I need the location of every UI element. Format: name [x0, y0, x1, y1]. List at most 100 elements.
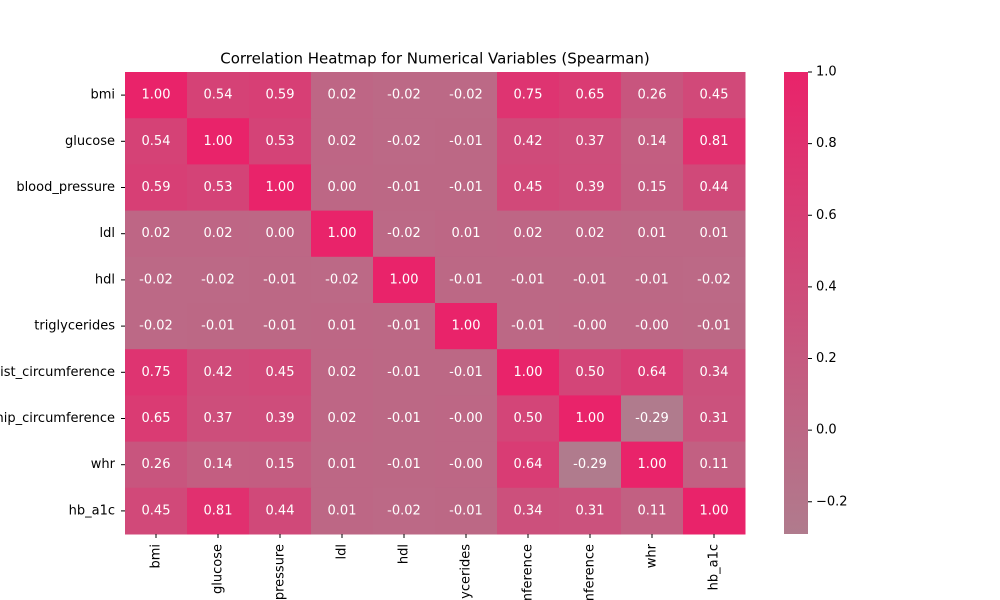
- heatmap-cell: [559, 349, 622, 396]
- cell-label: 0.59: [142, 180, 171, 195]
- heatmap-cell: [621, 441, 684, 489]
- heatmap-cell: [621, 256, 684, 304]
- heatmap-cell: [621, 164, 684, 212]
- cell-label: 0.45: [514, 180, 543, 195]
- cell-label: 0.02: [576, 226, 605, 241]
- heatmap-cell: [373, 395, 436, 443]
- y-tick-label: ldl: [100, 226, 115, 241]
- cell-label: 0.26: [142, 457, 171, 472]
- heatmap-cell: [125, 441, 188, 489]
- heatmap-cell: [311, 72, 374, 119]
- heatmap-cell: [187, 210, 250, 258]
- y-tick-label: glucose: [65, 134, 115, 149]
- heatmap-cell: [497, 395, 560, 443]
- heatmap-cell: [311, 164, 374, 212]
- heatmap-cell: [683, 72, 746, 119]
- cell-label: 0.42: [514, 134, 543, 149]
- heatmap-cell: [125, 487, 188, 535]
- cell-label: -0.01: [635, 272, 669, 287]
- cell-label: 1.00: [142, 88, 171, 103]
- cell-label: -0.01: [697, 319, 731, 334]
- cell-label: 0.34: [700, 365, 729, 380]
- colorbar-tick-label: −0.2: [816, 494, 848, 509]
- heatmap-cell: [559, 487, 622, 535]
- cell-label: 0.50: [514, 411, 543, 426]
- heatmap-cell: [249, 395, 312, 443]
- heatmap-cell: [249, 72, 312, 119]
- heatmap-cell: [373, 118, 436, 165]
- heatmap-cell: [683, 441, 746, 489]
- heatmap-cell: [435, 256, 498, 304]
- y-tick-label: blood_pressure: [16, 180, 115, 195]
- heatmap-cell: [559, 118, 622, 165]
- y-tick-label: triglycerides: [34, 319, 115, 334]
- heatmap-cell: [497, 487, 560, 535]
- cell-label: 0.64: [514, 457, 543, 472]
- heatmap-cell: [311, 118, 374, 165]
- cell-label: 0.75: [142, 365, 171, 380]
- heatmap-cell: [249, 210, 312, 258]
- heatmap-cell: [187, 72, 250, 119]
- heatmap-cell: [187, 118, 250, 165]
- heatmap-cell: [249, 349, 312, 396]
- heatmap-cell: [435, 210, 498, 258]
- x-tick-label: hdl: [397, 544, 412, 564]
- cell-label: 0.02: [328, 134, 357, 149]
- heatmap-cell: [311, 210, 374, 258]
- colorbar-tick-label: 0.0: [816, 423, 837, 438]
- cell-label: -0.02: [325, 272, 359, 287]
- cell-label: -0.29: [573, 457, 607, 472]
- heatmap-cell: [249, 303, 312, 350]
- heatmap-cell: [559, 441, 622, 489]
- heatmap-cell: [497, 256, 560, 304]
- cell-label: -0.02: [387, 226, 421, 241]
- y-tick-label: bmi: [90, 88, 115, 103]
- heatmap-cell: [187, 441, 250, 489]
- colorbar-tick-label: 0.8: [816, 136, 837, 151]
- cell-label: -0.01: [449, 503, 483, 518]
- heatmap-cell: [373, 72, 436, 119]
- heatmap-cell: [435, 349, 498, 396]
- cell-label: 0.02: [142, 226, 171, 241]
- colorbar-tick-label: 0.6: [816, 208, 837, 223]
- heatmap-cell: [373, 210, 436, 258]
- heatmap-cell: [249, 256, 312, 304]
- cell-label: 0.39: [576, 180, 605, 195]
- cell-label: 0.75: [514, 88, 543, 103]
- heatmap-cell: [187, 256, 250, 304]
- heatmap-cell: [125, 349, 188, 396]
- cell-label: 0.59: [266, 88, 295, 103]
- heatmap-cell: [125, 164, 188, 212]
- cell-label: 0.15: [266, 457, 295, 472]
- heatmap-cell: [559, 303, 622, 350]
- cell-label: 0.01: [700, 226, 729, 241]
- cell-label: 0.54: [142, 134, 171, 149]
- heatmap-cell: [311, 303, 374, 350]
- heatmap-cell: [311, 256, 374, 304]
- cell-label: 1.00: [700, 503, 729, 518]
- heatmap-cell: [497, 72, 560, 119]
- heatmap-cell: [311, 487, 374, 535]
- heatmap-cell: [497, 210, 560, 258]
- heatmap-cell: [683, 395, 746, 443]
- colorbar-tick-label: 0.4: [816, 279, 837, 294]
- cell-label: 1.00: [390, 272, 419, 287]
- cell-label: -0.29: [635, 411, 669, 426]
- cell-label: 1.00: [266, 180, 295, 195]
- heatmap-cell: [683, 303, 746, 350]
- cell-label: -0.01: [387, 319, 421, 334]
- heatmap-cell: [373, 441, 436, 489]
- cell-label: -0.01: [449, 134, 483, 149]
- heatmap-cell: [683, 164, 746, 212]
- cell-label: -0.00: [573, 319, 607, 334]
- heatmap-cell: [559, 72, 622, 119]
- heatmap-cell: [683, 349, 746, 396]
- cell-label: -0.01: [387, 180, 421, 195]
- cell-label: -0.00: [449, 411, 483, 426]
- heatmap-cell: [125, 395, 188, 443]
- cell-label: 0.54: [204, 88, 233, 103]
- heatmap-cell: [497, 164, 560, 212]
- cell-label: -0.01: [449, 180, 483, 195]
- cell-label: 0.02: [328, 88, 357, 103]
- cell-label: -0.02: [697, 272, 731, 287]
